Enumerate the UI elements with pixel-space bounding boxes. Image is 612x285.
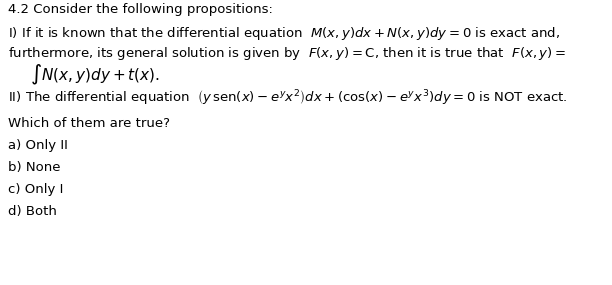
Text: d) Both: d) Both xyxy=(8,205,57,218)
Text: b) None: b) None xyxy=(8,161,61,174)
Text: II) The differential equation  $\left(y\,\mathrm{sen}(x) - e^y x^2\right)dx + \l: II) The differential equation $\left(y\,… xyxy=(8,88,567,108)
Text: furthermore, its general solution is given by  $F(x, y) =\mathrm{C}$, then it is: furthermore, its general solution is giv… xyxy=(8,45,566,62)
Text: $\int N(x, y)dy + t(x).$: $\int N(x, y)dy + t(x).$ xyxy=(30,62,160,87)
Text: c) Only I: c) Only I xyxy=(8,183,64,196)
Text: I) If it is known that the differential equation  $M(x, y)dx + N(x, y)dy = 0$ is: I) If it is known that the differential … xyxy=(8,25,560,42)
Text: a) Only II: a) Only II xyxy=(8,139,68,152)
Text: Which of them are true?: Which of them are true? xyxy=(8,117,170,130)
Text: 4.2 Consider the following propositions:: 4.2 Consider the following propositions: xyxy=(8,3,273,16)
